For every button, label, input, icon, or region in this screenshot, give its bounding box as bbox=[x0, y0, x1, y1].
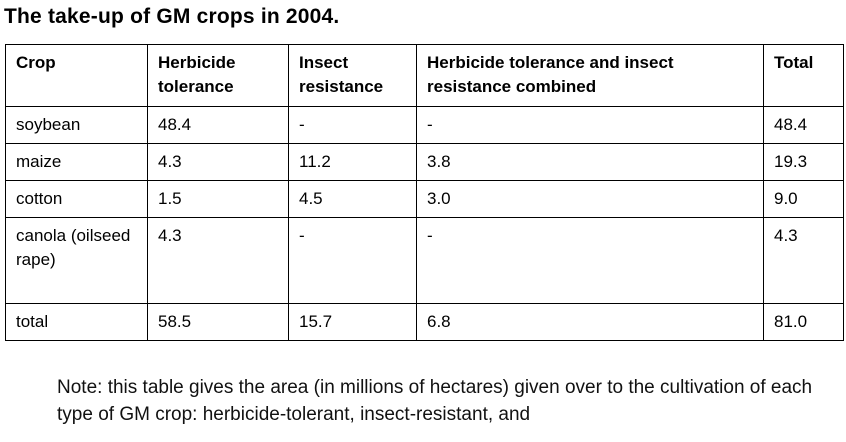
cell-herbicide: 4.3 bbox=[147, 143, 289, 181]
table-header-row: Crop Herbicide tolerance Insect resistan… bbox=[5, 44, 844, 107]
cell-crop: total bbox=[5, 303, 148, 341]
cell-combined: 3.8 bbox=[416, 143, 764, 181]
cell-total: 4.3 bbox=[763, 217, 844, 304]
cell-crop: maize bbox=[5, 143, 148, 181]
gm-crops-table: Crop Herbicide tolerance Insect resistan… bbox=[5, 44, 844, 341]
header-total: Total bbox=[763, 44, 844, 107]
cell-insect: - bbox=[288, 217, 417, 304]
cell-combined: - bbox=[416, 106, 764, 144]
cell-total: 81.0 bbox=[763, 303, 844, 341]
table-row: canola (oilseed rape) 4.3 - - 4.3 bbox=[5, 217, 844, 304]
cell-herbicide: 1.5 bbox=[147, 180, 289, 218]
cell-insect: 4.5 bbox=[288, 180, 417, 218]
cell-herbicide: 48.4 bbox=[147, 106, 289, 144]
cell-insect: 15.7 bbox=[288, 303, 417, 341]
cell-crop: canola (oilseed rape) bbox=[5, 217, 148, 304]
header-herbicide-tolerance: Herbicide tolerance bbox=[147, 44, 289, 107]
cell-crop: cotton bbox=[5, 180, 148, 218]
cell-combined: 6.8 bbox=[416, 303, 764, 341]
cell-herbicide: 58.5 bbox=[147, 303, 289, 341]
table-row: soybean 48.4 - - 48.4 bbox=[5, 106, 844, 144]
cell-total: 19.3 bbox=[763, 143, 844, 181]
table-row: cotton 1.5 4.5 3.0 9.0 bbox=[5, 180, 844, 218]
cell-combined: - bbox=[416, 217, 764, 304]
table-total-row: total 58.5 15.7 6.8 81.0 bbox=[5, 303, 844, 341]
header-crop: Crop bbox=[5, 44, 148, 107]
cell-combined: 3.0 bbox=[416, 180, 764, 218]
cell-crop: soybean bbox=[5, 106, 148, 144]
header-combined: Herbicide tolerance and insect resistanc… bbox=[416, 44, 764, 107]
table-row: maize 4.3 11.2 3.8 19.3 bbox=[5, 143, 844, 181]
cell-insect: 11.2 bbox=[288, 143, 417, 181]
cell-insect: - bbox=[288, 106, 417, 144]
cell-total: 9.0 bbox=[763, 180, 844, 218]
cell-herbicide: 4.3 bbox=[147, 217, 289, 304]
table-title: The take-up of GM crops in 2004. bbox=[4, 5, 340, 28]
header-insect-resistance: Insect resistance bbox=[288, 44, 417, 107]
cell-total: 48.4 bbox=[763, 106, 844, 144]
table-note: Note: this table gives the area (in mill… bbox=[57, 377, 813, 425]
